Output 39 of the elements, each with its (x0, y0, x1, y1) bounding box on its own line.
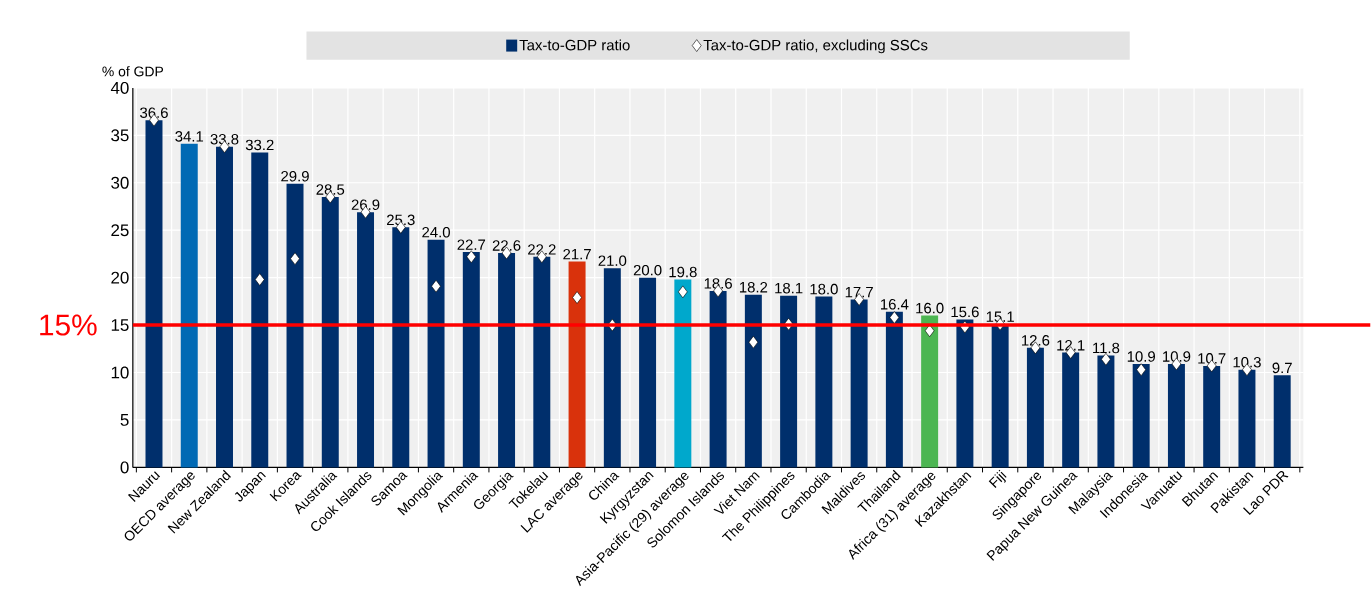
y-tick-label: 40 (110, 81, 129, 94)
data-label: 16.0 (916, 302, 944, 314)
data-label: 17.7 (845, 286, 873, 298)
data-label: 16.4 (881, 298, 909, 310)
y-axis-title: % of GDP (102, 66, 164, 77)
data-label: 22.7 (457, 239, 486, 250)
data-label: 19.8 (669, 266, 697, 278)
legend-label: Tax-to-GDP ratio, excluding SSCs (703, 39, 928, 54)
data-label: 29.9 (281, 170, 309, 182)
data-label: 20.0 (633, 264, 662, 276)
y-tick-label: 25 (111, 224, 129, 237)
data-label: 36.6 (140, 107, 168, 118)
data-label: 33.2 (245, 139, 274, 151)
data-label: 15.6 (951, 306, 979, 318)
data-label: 21.7 (563, 248, 591, 260)
data-label: 18.6 (704, 278, 732, 289)
data-label: 33.8 (210, 133, 239, 145)
data-label: 10.3 (1233, 356, 1261, 368)
y-tick-label: 20 (111, 271, 129, 284)
data-label: 10.7 (1198, 353, 1226, 364)
data-label: 34.1 (175, 130, 204, 142)
data-label: 24.0 (422, 226, 450, 238)
y-tick-label: 15 (111, 319, 129, 331)
ref-line-label: 15% (40, 314, 97, 336)
data-label: 26.9 (351, 199, 380, 210)
y-tick-label: 30 (111, 176, 129, 189)
data-label: 18.1 (775, 282, 803, 294)
data-label: 10.9 (1127, 351, 1155, 362)
y-tick-label: 5 (120, 413, 129, 426)
y-tick-label: 0 (120, 461, 129, 474)
data-label: 9.7 (1272, 362, 1292, 374)
data-label: 25.3 (387, 214, 415, 226)
data-label: 21.0 (598, 255, 627, 266)
data-label: 18.0 (810, 283, 838, 295)
y-tick-label: 35 (111, 129, 129, 142)
y-tick-label: 10 (111, 366, 129, 379)
data-label: 11.8 (1093, 342, 1120, 354)
data-label: 18.2 (739, 281, 768, 293)
legend-label: Tax-to-GDP ratio (519, 39, 630, 51)
